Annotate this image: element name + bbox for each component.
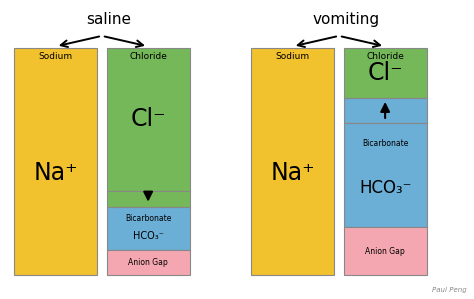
Bar	[344, 48, 427, 98]
Bar	[251, 48, 334, 275]
Text: vomiting: vomiting	[312, 12, 380, 27]
Text: Anion Gap: Anion Gap	[365, 247, 405, 256]
Text: Na⁺: Na⁺	[270, 161, 315, 185]
Bar	[107, 191, 190, 207]
Text: Cl⁻: Cl⁻	[130, 107, 166, 132]
Bar	[107, 207, 190, 250]
Text: Paul Peng: Paul Peng	[432, 287, 467, 293]
Text: Bicarbonate: Bicarbonate	[362, 139, 408, 148]
Bar	[344, 98, 427, 123]
Bar	[107, 250, 190, 275]
Text: HCO₃⁻: HCO₃⁻	[359, 179, 411, 197]
Text: Sodium: Sodium	[276, 52, 310, 61]
Text: Sodium: Sodium	[39, 52, 73, 61]
Bar	[344, 227, 427, 275]
Text: Chloride: Chloride	[129, 52, 167, 61]
Text: Bicarbonate: Bicarbonate	[125, 214, 171, 223]
Text: Na⁺: Na⁺	[33, 161, 78, 185]
Text: HCO₃⁻: HCO₃⁻	[133, 231, 164, 241]
Bar	[14, 48, 97, 275]
Bar	[107, 48, 190, 191]
Bar	[344, 123, 427, 227]
Text: Anion Gap: Anion Gap	[128, 258, 168, 267]
Text: Cl⁻: Cl⁻	[367, 61, 403, 85]
Text: Chloride: Chloride	[366, 52, 404, 61]
Text: saline: saline	[87, 12, 131, 27]
